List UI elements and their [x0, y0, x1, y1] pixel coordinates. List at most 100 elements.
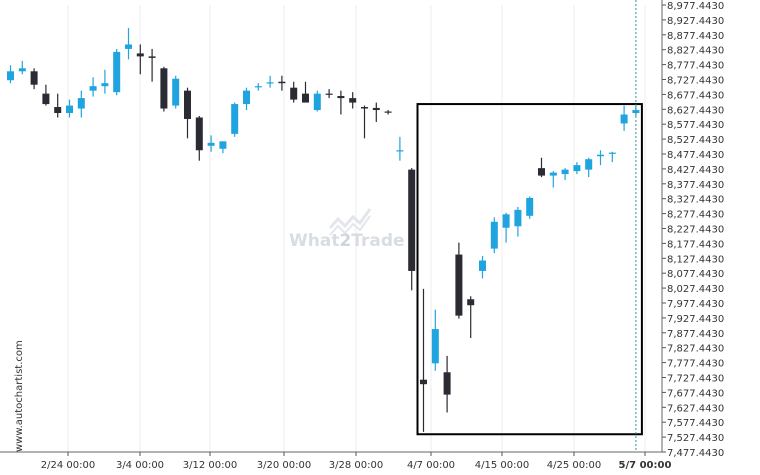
candle: [361, 105, 368, 139]
candle-body: [361, 107, 368, 109]
candle: [18, 60, 26, 75]
candle: [443, 355, 451, 413]
x-tick-label: 4/15 00:00: [475, 460, 529, 471]
candle: [7, 65, 14, 84]
candle: [231, 102, 239, 137]
candle: [30, 68, 38, 90]
candle-body: [396, 150, 404, 152]
pattern-highlight-rect: [416, 103, 643, 436]
x-axis: 2/24 00:00 3/4 00:00 3/12 00:00 3/20 00:00 3…: [0, 451, 672, 471]
overlay: [416, 0, 643, 452]
candle: [219, 141, 227, 154]
x-tick-label: 5/7 00:00: [619, 460, 672, 471]
watermark: What2Trade: [289, 208, 405, 251]
candle: [620, 105, 628, 131]
candle-body: [337, 96, 345, 99]
candle: [372, 102, 380, 122]
candle-body: [349, 98, 357, 103]
y-tick-label: 7,927.4430: [667, 314, 724, 325]
candle-body: [278, 81, 286, 84]
candle-body: [266, 82, 274, 84]
candle: [125, 28, 132, 60]
candle-body: [125, 44, 132, 49]
y-axis: 8,977.4430 8,927.4430 8,877.4430 8,827.4430…: [661, 0, 724, 459]
candle: [479, 256, 486, 279]
candle-body: [42, 93, 50, 105]
y-tick-label: 7,477.4430: [667, 448, 724, 459]
candle-body: [384, 111, 392, 113]
candle: [337, 90, 345, 115]
candle-body: [490, 221, 498, 249]
y-tick-label: 8,377.4430: [667, 180, 724, 191]
candle: [325, 89, 333, 99]
candle-body: [207, 142, 215, 146]
y-tick-label: 8,327.4430: [667, 195, 724, 206]
candle: [396, 136, 404, 161]
candle-body: [538, 168, 545, 176]
y-tick-label: 8,777.4430: [667, 61, 724, 72]
y-tick-label: 8,027.4430: [667, 284, 724, 295]
candle-body: [113, 51, 121, 93]
watermark-logo-icon: [328, 208, 372, 236]
y-tick-label: 8,977.4430: [667, 1, 724, 12]
candle-body: [172, 78, 180, 106]
candle-body: [479, 260, 486, 271]
candle: [266, 75, 274, 88]
y-tick-label: 7,527.4430: [667, 433, 724, 444]
candle-body: [66, 105, 73, 114]
candle-body: [290, 87, 298, 100]
x-tick-label: 3/20 00:00: [257, 460, 311, 471]
watermark-text: What2Trade: [289, 231, 405, 251]
candle: [573, 162, 581, 175]
candle-body: [597, 154, 604, 157]
y-tick-label: 8,827.4430: [667, 46, 724, 57]
candle-body: [620, 114, 628, 124]
candle-body: [148, 56, 156, 58]
y-tick-label: 8,677.4430: [667, 90, 724, 101]
y-tick-label: 7,877.4430: [667, 329, 724, 340]
candle-body: [514, 209, 522, 227]
candle: [160, 66, 168, 112]
y-tick-label: 7,677.4430: [667, 388, 724, 399]
y-tick-label: 7,727.4430: [667, 374, 724, 385]
candle-body: [526, 197, 534, 216]
candle-body: [18, 68, 26, 72]
candle-body: [420, 379, 427, 385]
y-tick-label: 8,227.4430: [667, 225, 724, 236]
candle: [54, 93, 62, 118]
candle: [42, 84, 50, 106]
y-tick-label: 7,827.4430: [667, 344, 724, 355]
candle: [420, 288, 427, 432]
candle-body: [160, 68, 168, 109]
candle: [254, 83, 262, 91]
candle: [349, 92, 357, 109]
candle-body: [325, 93, 333, 95]
candle: [431, 309, 439, 371]
candle-body: [455, 254, 463, 316]
side-credit: www.autochartist.com: [14, 340, 25, 452]
candle-body: [30, 71, 38, 85]
x-tick-label: 3/12 00:00: [183, 460, 237, 471]
y-tick-label: 7,777.4430: [667, 359, 724, 370]
candle-body: [195, 117, 203, 151]
candle-body: [372, 107, 380, 111]
candle-body: [632, 110, 640, 114]
y-tick-label: 8,427.4430: [667, 165, 724, 176]
candle: [490, 217, 498, 254]
candle: [89, 77, 97, 97]
y-tick-label: 8,277.4430: [667, 210, 724, 221]
y-tick-label: 8,627.4430: [667, 105, 724, 116]
y-tick-label: 8,527.4430: [667, 135, 724, 146]
x-tick-label: 4/7 00:00: [407, 460, 455, 471]
candle-body: [408, 169, 416, 271]
candle: [597, 150, 604, 166]
candle: [77, 90, 85, 118]
candle-body: [231, 104, 239, 134]
candle-body: [219, 141, 227, 149]
chart-grid: [67, 5, 646, 452]
candle: [467, 296, 475, 338]
candle-body: [608, 152, 616, 154]
candle-body: [502, 214, 510, 228]
candle: [113, 48, 121, 96]
